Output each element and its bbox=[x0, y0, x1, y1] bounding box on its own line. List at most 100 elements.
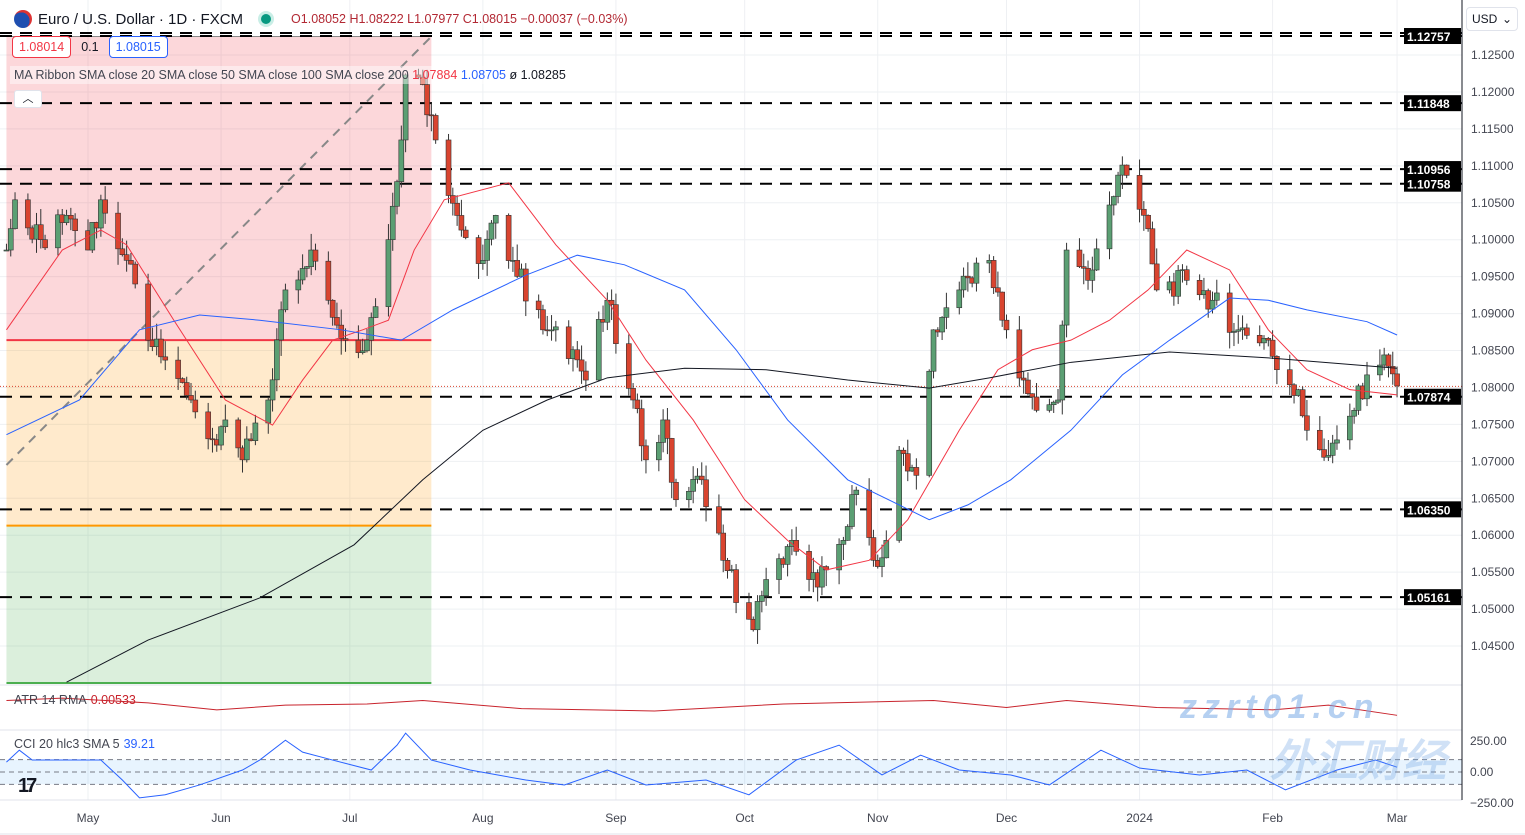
candle-body bbox=[445, 139, 452, 196]
candle-body bbox=[282, 289, 289, 311]
candle-body bbox=[630, 388, 636, 401]
candle-body bbox=[1089, 269, 1096, 281]
candle bbox=[3, 243, 10, 252]
time-axis-label: Aug bbox=[472, 811, 493, 825]
cci-legend[interactable]: CCI 20 hlc3 SMA 5 39.21 bbox=[14, 737, 155, 751]
candle bbox=[840, 536, 847, 560]
candle-body bbox=[664, 419, 671, 439]
candle bbox=[956, 281, 963, 315]
candle bbox=[540, 304, 546, 335]
symbol-title[interactable]: Euro / U.S. Dollar · 1D · FXCM bbox=[38, 10, 244, 28]
candle-body bbox=[583, 370, 589, 381]
candle-body bbox=[866, 489, 872, 538]
candle bbox=[252, 414, 259, 446]
candle-body bbox=[119, 248, 126, 255]
atr-value: 0.00533 bbox=[90, 693, 136, 707]
candle-body bbox=[806, 551, 812, 580]
candle-body bbox=[853, 489, 860, 495]
low-value: L1.07977 bbox=[407, 12, 460, 26]
candle bbox=[565, 320, 572, 365]
candle bbox=[904, 439, 911, 482]
candle bbox=[1141, 201, 1147, 231]
candle-body bbox=[960, 275, 967, 291]
candle bbox=[244, 426, 250, 463]
candle bbox=[1377, 349, 1383, 381]
candle-body bbox=[162, 356, 169, 361]
candle-body bbox=[55, 214, 61, 249]
tradingview-logo-icon[interactable]: 17 bbox=[18, 775, 37, 797]
candle bbox=[1110, 195, 1117, 216]
candle-body bbox=[364, 339, 370, 352]
candle bbox=[1175, 265, 1181, 305]
trend-diagonal-line bbox=[5, 35, 433, 466]
candle bbox=[1063, 242, 1070, 338]
candle bbox=[643, 439, 649, 474]
candle-body bbox=[295, 279, 302, 291]
sell-button[interactable]: 1.08014 bbox=[12, 36, 72, 58]
candle bbox=[205, 402, 211, 450]
candle bbox=[445, 133, 452, 204]
symbol-header[interactable]: Euro / U.S. Dollar · 1D · FXCM O1.08052 … bbox=[14, 10, 628, 28]
candle-body bbox=[1149, 228, 1156, 265]
candle bbox=[368, 312, 375, 356]
candle-body bbox=[1209, 299, 1216, 310]
candle-body bbox=[759, 595, 765, 602]
candle-body bbox=[368, 317, 375, 341]
candle bbox=[218, 425, 224, 451]
candle-body bbox=[784, 546, 791, 565]
candle bbox=[784, 544, 791, 577]
sma50-line bbox=[6, 254, 1398, 521]
candle-body bbox=[398, 139, 405, 182]
price-tick-label: 1.08500 bbox=[1471, 344, 1515, 358]
candle bbox=[389, 192, 396, 251]
candle bbox=[595, 311, 602, 382]
candle-body bbox=[870, 537, 877, 561]
candle-body bbox=[158, 338, 164, 358]
candle-body bbox=[1299, 389, 1306, 417]
candle bbox=[192, 390, 199, 419]
currency-select[interactable]: USD ⌄ bbox=[1466, 7, 1518, 31]
candle bbox=[634, 393, 641, 414]
candle bbox=[128, 252, 134, 265]
price-tick-label: 1.08000 bbox=[1471, 380, 1515, 394]
candle bbox=[690, 466, 696, 504]
price-axis bbox=[1462, 0, 1525, 835]
candle-body bbox=[1351, 410, 1357, 417]
candle bbox=[1003, 314, 1010, 339]
time-axis-label: Mar bbox=[1387, 811, 1408, 825]
sma200-value: 1.08285 bbox=[520, 68, 566, 82]
candle-body bbox=[179, 378, 186, 383]
candle bbox=[1046, 398, 1053, 413]
candle-body bbox=[42, 239, 48, 249]
candle-body bbox=[505, 215, 512, 261]
level-price-label: 1.06350 bbox=[1407, 503, 1451, 517]
candle-body bbox=[1136, 175, 1143, 210]
candle-body bbox=[359, 350, 366, 353]
collapse-legend-button[interactable]: ︿ bbox=[14, 90, 42, 108]
candle-body bbox=[776, 558, 782, 580]
candle bbox=[295, 270, 302, 304]
candle bbox=[1136, 159, 1143, 223]
candle-body bbox=[68, 215, 74, 220]
candle bbox=[222, 404, 229, 433]
candle-body bbox=[123, 254, 130, 261]
candle bbox=[999, 291, 1005, 327]
candle bbox=[514, 244, 521, 279]
ma-ribbon-legend[interactable]: MA Ribbon SMA close 20 SMA close 50 SMA … bbox=[10, 66, 570, 84]
candle-body bbox=[1286, 369, 1293, 386]
buy-button[interactable]: 1.08015 bbox=[108, 36, 168, 58]
quantity-value[interactable]: 0.1 bbox=[81, 40, 99, 54]
candle bbox=[1196, 274, 1203, 301]
candle-body bbox=[329, 299, 336, 318]
candle bbox=[342, 328, 349, 352]
candle bbox=[359, 338, 366, 355]
candle bbox=[364, 328, 370, 353]
candle bbox=[394, 179, 400, 215]
candle bbox=[1123, 164, 1130, 179]
candle-body bbox=[1274, 356, 1280, 371]
price-tick-label: 1.10500 bbox=[1471, 196, 1515, 210]
candle-body bbox=[540, 309, 546, 331]
atr-legend[interactable]: ATR 14 RMA 0.00533 bbox=[14, 693, 136, 707]
candle-body bbox=[613, 304, 619, 344]
